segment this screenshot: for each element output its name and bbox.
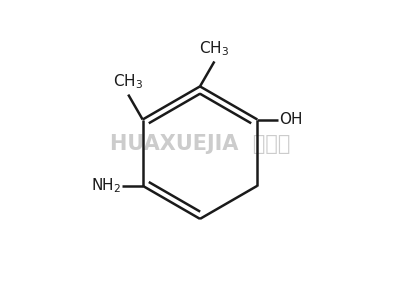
- Text: OH: OH: [279, 112, 302, 127]
- Text: NH$_2$: NH$_2$: [91, 177, 121, 195]
- Text: HUAXUEJIA  化学加: HUAXUEJIA 化学加: [110, 134, 290, 154]
- Text: CH$_3$: CH$_3$: [113, 72, 143, 91]
- Text: CH$_3$: CH$_3$: [199, 39, 230, 58]
